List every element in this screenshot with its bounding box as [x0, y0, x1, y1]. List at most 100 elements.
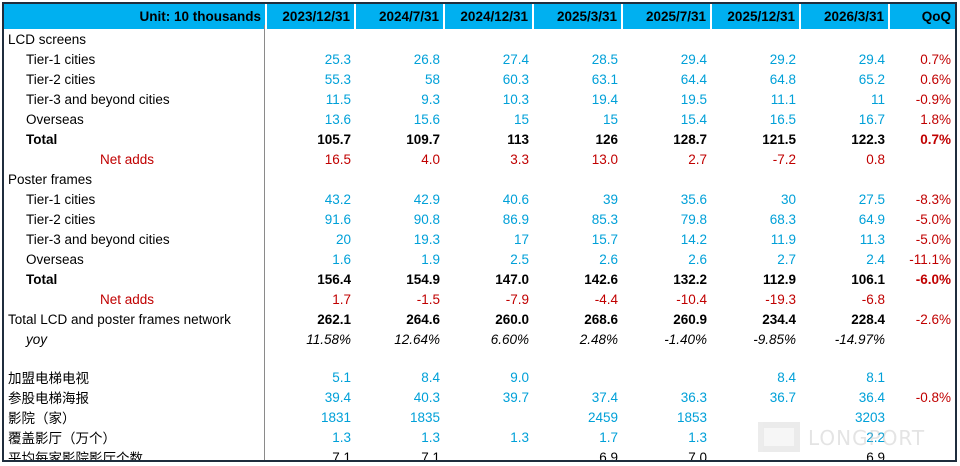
table-row: Overseas 1.6 1.9 2.5 2.6 2.6 2.7 2.4 -11.1%: [4, 249, 955, 269]
section-title-row: Poster frames: [4, 169, 955, 189]
value-cell: 13.6: [324, 111, 351, 127]
row-label: Tier-2 cities: [26, 71, 96, 87]
network-total-row: Total LCD and poster frames network 262.1…: [4, 309, 955, 329]
value-cell: 268.6: [584, 311, 618, 327]
value-cell: 64.8: [769, 71, 796, 87]
value-cell: 1.6: [332, 251, 351, 267]
qoq-cell: -0.9%: [915, 91, 951, 107]
net-adds-row: Net adds 1.7 -1.5 -7.9 -4.4 -10.4 -19.3 -6.8: [4, 289, 955, 309]
watermark-logo-icon: [758, 422, 800, 452]
value-cell: 2.48%: [579, 331, 618, 347]
row-label: Tier-1 cities: [26, 51, 96, 67]
value-cell: 11.9: [770, 231, 796, 247]
value-cell: 128.7: [673, 131, 707, 147]
value-cell: [444, 29, 533, 49]
value-cell: 262.1: [317, 311, 351, 327]
value-cell: 16.5: [769, 111, 796, 127]
row-label: LCD screens: [8, 31, 87, 47]
value-cell: 1835: [409, 409, 440, 425]
table-row: Tier-1 cities 25.3 26.8 27.4 28.5 29.4 29.2 29.…: [4, 49, 955, 69]
value-cell: [711, 29, 800, 49]
value-cell: 1853: [676, 409, 707, 425]
value-cell: -19.3: [765, 291, 796, 307]
date-header: 2025/12/31: [711, 4, 801, 29]
row-label: Tier-2 cities: [26, 211, 96, 227]
value-cell: 2.2: [866, 429, 885, 445]
row-label: [4, 349, 266, 367]
value-cell: [622, 29, 711, 49]
qoq-cell: 0.7%: [920, 131, 951, 147]
date-header: 2026/3/31: [800, 4, 890, 29]
table-row: Tier-3 and beyond cities 11.5 9.3 10.3 19.4 1…: [4, 89, 955, 109]
value-cell: [711, 169, 800, 189]
row-label: Net adds: [100, 291, 155, 307]
section-title-row: LCD screens: [4, 29, 955, 49]
value-cell: 147.0: [495, 271, 529, 287]
unit-header: Unit: 10 thousands: [4, 4, 267, 29]
value-cell: 7.1: [421, 449, 440, 462]
watermark-text: LONGPORT: [808, 426, 926, 450]
value-cell: 40.6: [502, 191, 529, 207]
qoq-cell: [889, 289, 955, 309]
value-cell: 260.0: [495, 311, 529, 327]
value-cell: 14.2: [680, 231, 707, 247]
value-cell: -4.4: [594, 291, 618, 307]
cn-metric-row: 影院（家） 1831 1835 2459 1853 3203: [4, 407, 955, 427]
value-cell: 121.5: [762, 131, 796, 147]
cn-metric-row: 平均每家影院影厅个数 7.1 7.1 6.9 7.0 6.9: [4, 447, 955, 462]
value-cell: 43.2: [324, 191, 351, 207]
value-cell: 142.6: [584, 271, 618, 287]
value-cell: [444, 407, 533, 427]
qoq-cell: [889, 349, 955, 367]
row-label: Total: [26, 271, 58, 287]
value-cell: 42.9: [413, 191, 440, 207]
qoq-cell: [889, 149, 955, 169]
value-cell: 11.3: [859, 231, 885, 247]
value-cell: [800, 29, 889, 49]
data-table: Unit: 10 thousands 2023/12/31 2024/7/31 …: [4, 4, 955, 462]
value-cell: 55.3: [324, 71, 351, 87]
value-cell: 1.7: [332, 291, 351, 307]
qoq-cell: -0.8%: [915, 389, 951, 405]
value-cell: 25.3: [324, 51, 351, 67]
value-cell: 27.4: [502, 51, 529, 67]
value-cell: 10.3: [502, 91, 529, 107]
value-cell: [800, 169, 889, 189]
value-cell: -7.9: [505, 291, 529, 307]
value-cell: 2459: [587, 409, 618, 425]
row-label: Total LCD and poster frames network: [8, 311, 231, 327]
value-cell: 1.3: [332, 429, 351, 445]
value-cell: 58: [424, 71, 440, 87]
date-header: 2025/3/31: [533, 4, 623, 29]
value-cell: 1.9: [421, 251, 440, 267]
cn-metric-row: 参股电梯海报 39.4 40.3 39.7 37.4 36.3 36.7 36.4 -0.8%: [4, 387, 955, 407]
value-cell: 91.6: [324, 211, 351, 227]
value-cell: [533, 349, 622, 367]
value-cell: [444, 349, 533, 367]
value-cell: -14.97%: [834, 331, 885, 347]
qoq-cell: 1.8%: [920, 111, 951, 127]
qoq-cell: [889, 169, 955, 189]
qoq-cell: -6.0%: [915, 271, 951, 287]
value-cell: 113: [507, 131, 529, 147]
date-header: 2024/12/31: [444, 4, 534, 29]
value-cell: 3203: [854, 409, 885, 425]
value-cell: [355, 29, 444, 49]
qoq-cell: 0.6%: [920, 71, 951, 87]
value-cell: 35.6: [680, 191, 707, 207]
table-row: Tier-3 and beyond cities 20 19.3 17 15.7 14.2…: [4, 229, 955, 249]
qoq-header: QoQ: [889, 4, 955, 29]
value-cell: 112.9: [762, 271, 796, 287]
row-label: 平均每家影院影厅个数: [8, 451, 143, 462]
value-cell: 20: [335, 231, 351, 247]
value-cell: [266, 349, 355, 367]
value-cell: 2.4: [866, 251, 885, 267]
value-cell: 12.64%: [394, 331, 440, 347]
value-cell: 36.7: [769, 389, 796, 405]
value-cell: [533, 367, 622, 387]
value-cell: 19.5: [680, 91, 707, 107]
row-label: Poster frames: [8, 171, 93, 187]
value-cell: 8.1: [866, 369, 885, 385]
value-cell: -7.2: [772, 151, 796, 167]
value-cell: 1831: [320, 409, 351, 425]
